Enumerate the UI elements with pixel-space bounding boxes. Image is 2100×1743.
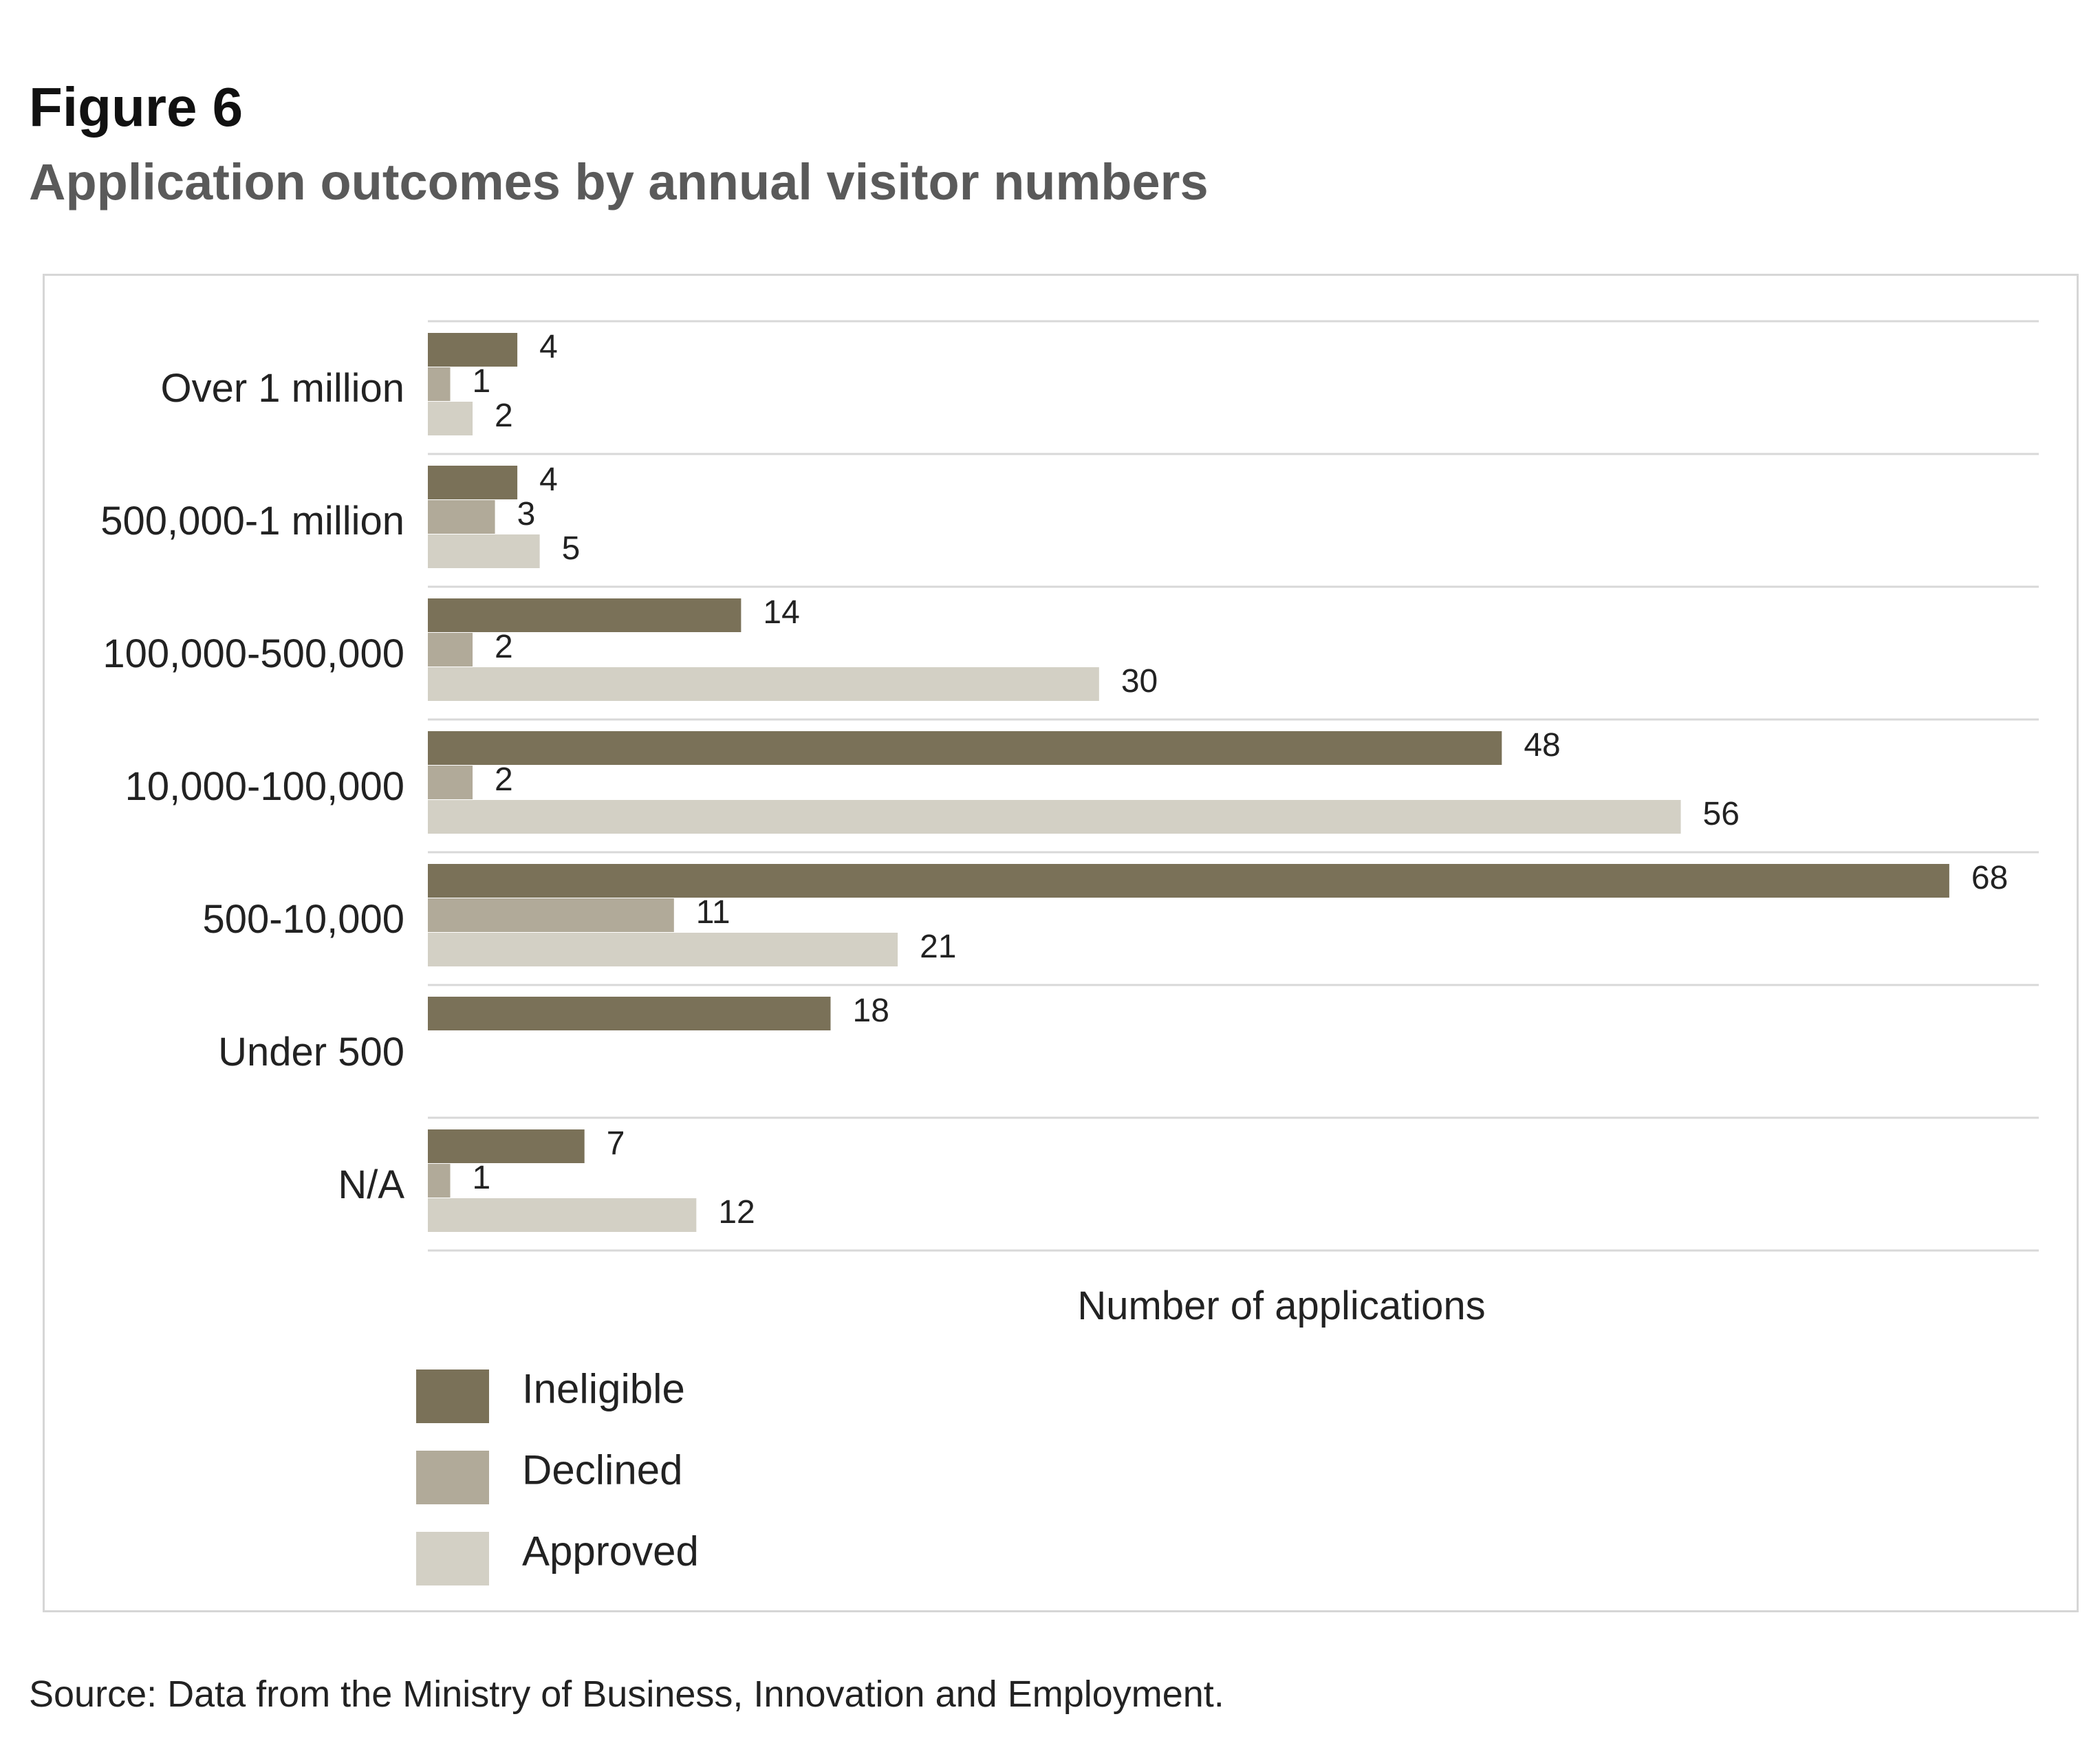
data-label: 5 — [562, 530, 581, 567]
data-label: 2 — [495, 398, 513, 434]
bar-ineligible — [428, 1129, 585, 1163]
bar-declined — [428, 1164, 451, 1198]
data-label: 30 — [1121, 663, 1158, 700]
bar-ineligible — [428, 731, 1502, 765]
bar-declined — [428, 500, 495, 534]
bar-approved — [428, 402, 473, 435]
source-note: Source: Data from the Ministry of Busine… — [29, 1674, 1224, 1715]
bar-ineligible — [428, 466, 518, 499]
data-label: 3 — [517, 496, 536, 532]
bar-approved — [428, 800, 1681, 834]
chart-frame: Over 1 million 4 1 2 500,000-1 million 4 3 5 100… — [43, 274, 2079, 1612]
data-label: 4 — [539, 329, 558, 365]
figure-label: Figure 6 — [29, 76, 243, 138]
bar-approved — [428, 933, 898, 966]
category-label: 500-10,000 — [203, 897, 404, 942]
data-label: 56 — [1703, 796, 1740, 832]
bar-approved — [428, 667, 1099, 701]
legend-label: Declined — [522, 1447, 682, 1493]
bar-declined — [428, 367, 451, 401]
category-label: 500,000-1 million — [100, 499, 404, 543]
bar-ineligible — [428, 864, 1949, 898]
data-label: 2 — [495, 629, 513, 665]
category-label: 100,000-500,000 — [102, 631, 404, 676]
data-label: 2 — [495, 761, 513, 798]
bar-declined — [428, 633, 473, 667]
bar-ineligible — [428, 598, 742, 632]
bar-approved — [428, 1198, 697, 1232]
bar-ineligible — [428, 997, 831, 1030]
legend-label: Approved — [522, 1528, 699, 1574]
x-axis-title: Number of applications — [1077, 1284, 1485, 1328]
bar-declined — [428, 766, 473, 799]
legend-swatch-approved — [416, 1532, 489, 1585]
bar-ineligible — [428, 333, 518, 367]
data-label: 18 — [853, 993, 889, 1029]
data-label: 14 — [763, 594, 799, 631]
data-label: 68 — [1971, 860, 2008, 896]
data-label: 21 — [920, 929, 956, 965]
bar-declined — [428, 898, 674, 932]
legend-label: Ineligible — [522, 1365, 685, 1411]
legend-swatch-declined — [416, 1451, 489, 1504]
category-label: 10,000-100,000 — [125, 764, 404, 809]
data-label: 12 — [718, 1194, 755, 1231]
category-label: Under 500 — [218, 1030, 404, 1074]
category-label: Over 1 million — [160, 366, 404, 411]
data-label: 7 — [607, 1125, 625, 1162]
category-label: N/A — [338, 1162, 404, 1207]
data-label: 4 — [539, 462, 558, 498]
bar-approved — [428, 534, 540, 568]
legend-swatch-ineligible — [416, 1370, 489, 1423]
data-label: 1 — [473, 363, 491, 400]
data-label: 1 — [473, 1160, 491, 1196]
data-label: 48 — [1524, 727, 1560, 764]
data-label: 11 — [696, 894, 730, 931]
chart-title: Application outcomes by annual visitor n… — [29, 153, 1209, 210]
